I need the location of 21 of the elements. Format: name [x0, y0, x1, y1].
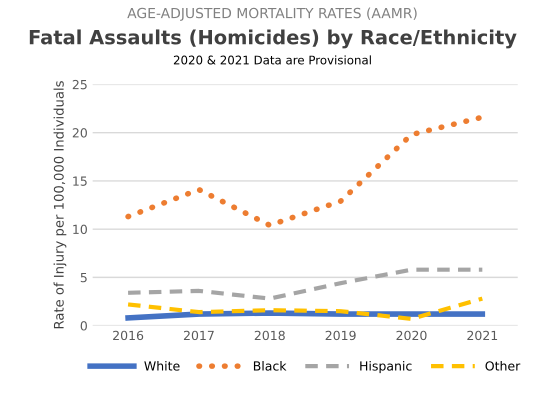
x-tick-label: 2019 — [326, 330, 356, 340]
y-tick-label: 10 — [73, 224, 87, 234]
chart-title: AGE-ADJUSTED MORTALITY RATES (AAMR) — [127, 8, 417, 21]
text: 2020 & 2021 Data are Provisional — [174, 55, 371, 64]
y-tick-label: 25 — [72, 80, 87, 90]
y-tick-label: 0 — [80, 321, 87, 331]
y-axis-title: Rate of Injury per 100,000 Individuals — [54, 81, 66, 328]
legend-label: Hispanic — [360, 360, 412, 374]
x-tick-label: 2020 — [396, 330, 427, 340]
x-tick-label: 2017 — [184, 330, 214, 340]
chart-subtitle: Fatal Assaults (Homicides) by Race/Ethnicity — [30, 29, 517, 48]
y-tick-label: 5 — [80, 273, 87, 282]
x-tick-label: 2021 — [467, 330, 498, 340]
line-series — [126, 296, 484, 321]
y-tick-label: 15 — [73, 176, 87, 186]
legend-label: Other — [485, 360, 520, 371]
legend-label: Black — [254, 360, 286, 371]
legend-label: White — [144, 360, 180, 371]
x-tick-label: 2016 — [113, 330, 144, 340]
x-tick-label: 2018 — [254, 330, 285, 340]
y-tick-label: 20 — [72, 128, 87, 138]
